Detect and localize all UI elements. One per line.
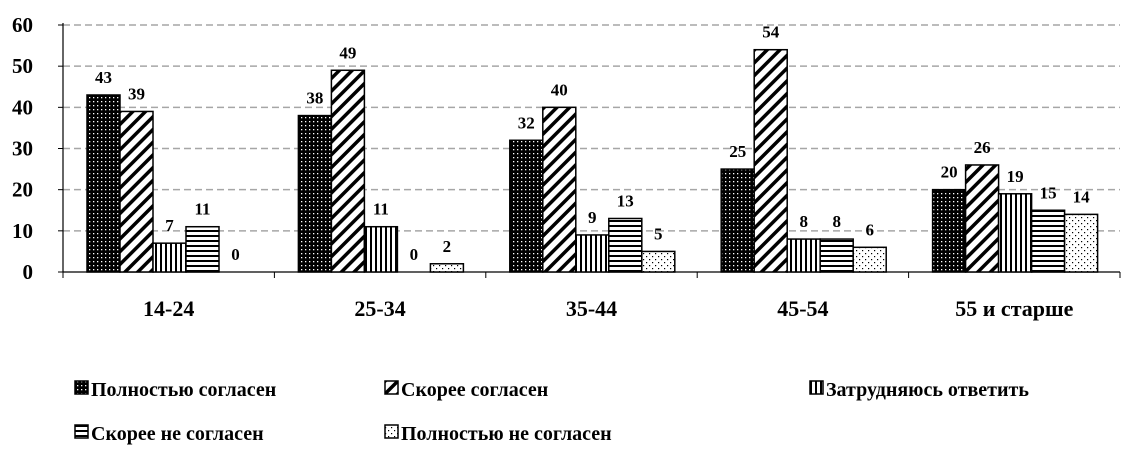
bar [720, 168, 755, 273]
bar [363, 225, 399, 273]
data-label: 54 [762, 23, 780, 42]
category-label: 55 и старше [955, 296, 1073, 321]
bar [509, 139, 544, 273]
bar [119, 110, 154, 273]
data-label: 43 [95, 68, 112, 87]
y-tick-label: 0 [23, 260, 34, 284]
data-label: 7 [165, 216, 174, 235]
category-label: 14-24 [143, 296, 194, 321]
legend-label: Полностью не согласен [401, 423, 612, 445]
bar [964, 164, 1000, 273]
bar [819, 238, 854, 273]
data-label: 8 [799, 212, 808, 231]
data-label: 38 [306, 89, 323, 108]
bar [542, 106, 577, 273]
legend-swatch [74, 380, 89, 395]
bar [86, 94, 121, 273]
bar [786, 238, 821, 273]
data-label: 13 [617, 191, 634, 210]
legend-swatch [384, 380, 399, 395]
legend-swatch [809, 380, 824, 395]
data-label: 11 [373, 200, 389, 219]
data-label: 26 [974, 138, 991, 157]
bars [86, 48, 1099, 273]
data-label: 40 [551, 80, 568, 99]
data-label: 39 [128, 84, 145, 103]
bar [753, 48, 788, 273]
category-label: 35-44 [566, 296, 617, 321]
legend: Полностью согласен Скорее согласен Затрудн… [74, 379, 1029, 445]
y-tick-label: 50 [12, 54, 33, 78]
data-label: 49 [339, 43, 356, 62]
legend-swatch [74, 424, 89, 439]
data-label: 14 [1073, 187, 1091, 206]
legend-swatch [384, 424, 399, 439]
bar [1030, 209, 1066, 273]
bar [330, 69, 366, 273]
bar [1063, 213, 1099, 273]
bar [429, 263, 465, 273]
data-label: 11 [194, 200, 210, 219]
bar [931, 188, 967, 273]
data-label: 0 [231, 245, 240, 264]
y-tick-label: 60 [12, 13, 33, 37]
data-label: 0 [410, 245, 419, 264]
data-label: 6 [865, 220, 874, 239]
data-labels: 43 39 7 11 0 38 49 11 0 2 32 40 9 13 5 25 54 8 8 6 20 26 19 15 1… [95, 23, 1090, 264]
bar [997, 193, 1033, 273]
bar [608, 217, 643, 273]
data-label: 20 [941, 163, 958, 182]
y-tick-label: 10 [12, 219, 33, 243]
bar [297, 114, 333, 273]
y-tick-label: 40 [12, 95, 33, 119]
data-label: 32 [518, 113, 535, 132]
data-label: 2 [443, 237, 452, 256]
data-label: 19 [1007, 167, 1024, 186]
legend-label: Полностью согласен [91, 379, 276, 401]
data-label: 15 [1040, 183, 1057, 202]
data-label: 9 [588, 208, 597, 227]
data-label: 5 [654, 224, 663, 243]
bar [152, 242, 187, 273]
data-label: 8 [832, 212, 841, 231]
bar [185, 225, 220, 273]
category-label: 45-54 [777, 296, 828, 321]
bar [575, 234, 610, 273]
legend-label: Затрудняюсь ответить [826, 379, 1029, 401]
legend-label: Скорее не согласен [91, 423, 264, 445]
bar [641, 250, 676, 273]
data-label: 25 [729, 142, 746, 161]
bar [852, 246, 887, 273]
legend-label: Скорее согласен [401, 379, 548, 401]
category-label: 25-34 [354, 296, 405, 321]
y-tick-label: 20 [12, 178, 33, 202]
y-tick-label: 30 [12, 137, 33, 161]
